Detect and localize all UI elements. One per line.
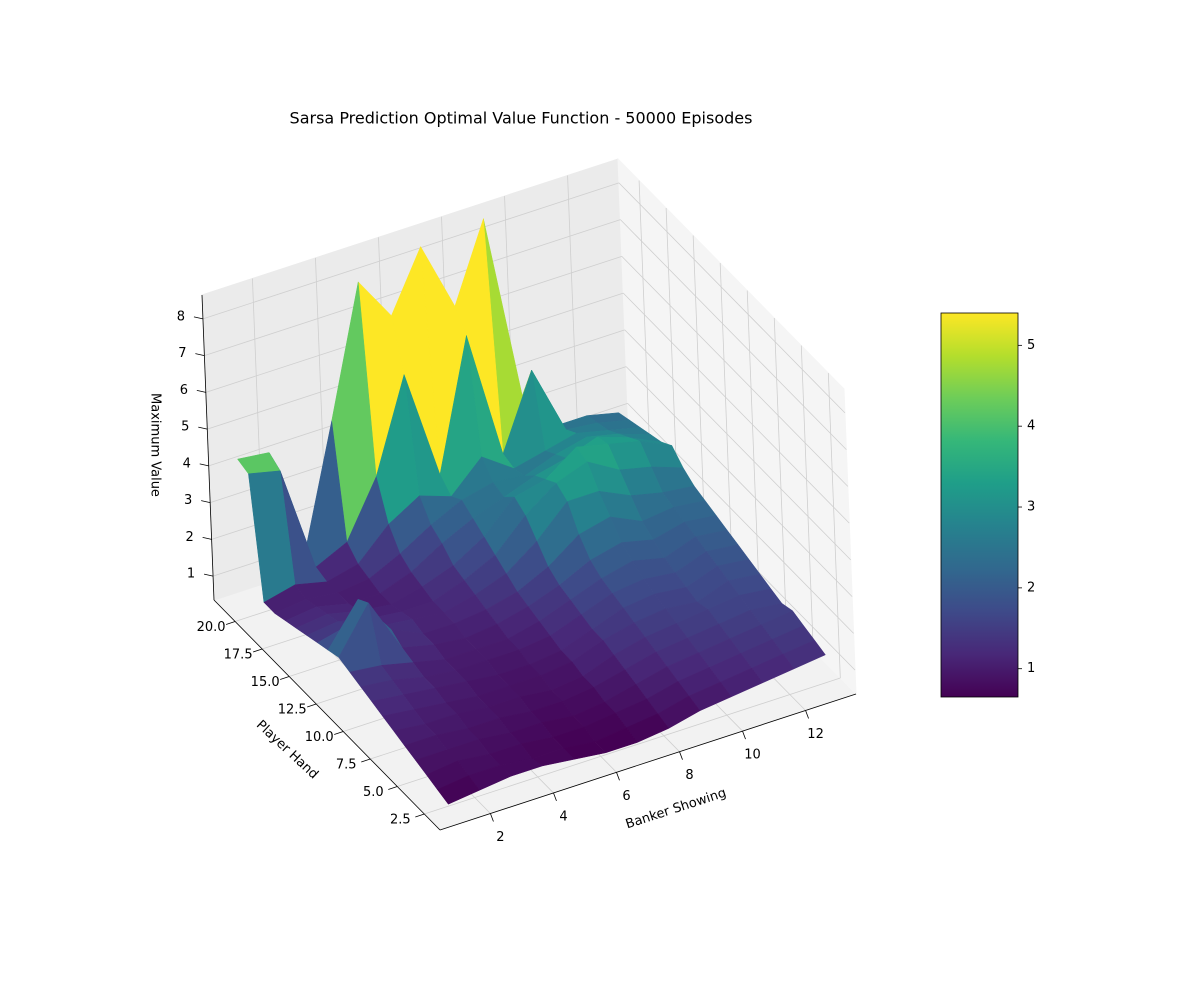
x-axis [439,693,857,831]
tick-mark [225,621,236,625]
x-tick-label: 4 [559,809,567,824]
grid-line [622,292,850,524]
grid-line [827,373,841,679]
tick-mark [201,500,211,504]
tick-mark [490,813,494,822]
tick-mark [198,426,208,430]
tick-mark [202,536,212,540]
tick-mark [616,772,620,781]
tick-mark [334,731,344,735]
tick-mark [679,751,683,760]
y-tick-label: 12.5 [278,702,307,717]
grid-line [746,290,760,596]
tick-mark [193,316,204,320]
z-tick-label: 2 [185,530,193,545]
y-tick-label: 5.0 [363,785,384,800]
surface-face [436,775,480,805]
z-axis [201,294,215,601]
z-tick-label: 6 [180,383,188,398]
z-tick-label: 7 [178,346,186,361]
colorbar [940,312,1019,698]
y-tick-label: 10.0 [305,730,334,745]
tick-mark [195,353,205,357]
tick-mark [307,703,317,708]
z-tick-label: 8 [177,309,185,324]
x-tick-label: 12 [807,727,824,742]
tick-mark [203,573,214,577]
tick-mark [252,648,263,653]
colorbar-tick-label: 1 [1027,661,1035,676]
tick-mark [388,786,398,790]
y-tick-label: 7.5 [336,758,357,773]
tick-mark [553,792,557,802]
grid-line [692,235,706,541]
colorbar-tick-label: 5 [1027,338,1035,353]
z-tick-label: 5 [181,420,189,435]
z-tick-label: 3 [184,493,192,508]
colorbar-tick-label: 2 [1027,580,1035,595]
z-axis-label: Maximum Value [148,393,163,497]
tick-mark [280,676,290,680]
x-tick-label: 6 [622,789,630,804]
chart-title: Sarsa Prediction Optimal Value Function … [290,109,753,128]
x-tick-label: 2 [496,830,504,845]
grid-line [625,366,853,597]
grid-line [621,256,849,487]
tick-mark [199,463,209,467]
grid-line [424,677,841,815]
grid-line [800,345,814,651]
y-tick-label: 2.5 [390,813,411,828]
y-axis-label: Player Hand [253,718,321,783]
z-tick-label: 4 [183,456,191,471]
tick-mark [742,730,746,740]
y-tick-label: 15.0 [251,675,280,690]
x-tick-label: 8 [685,768,693,783]
tick-mark [805,710,809,719]
grid-line [618,182,846,414]
y-tick-label: 20.0 [197,620,226,635]
grid-line [624,329,852,561]
y-tick-label: 17.5 [224,647,253,662]
x-tick-label: 10 [744,748,761,763]
tick-mark [361,758,371,763]
colorbar-tick-label: 4 [1027,419,1035,434]
z-tick-label: 1 [187,567,195,582]
tick-mark [415,813,425,818]
tick-mark [196,389,206,393]
x-axis-label: Banker Showing [624,786,728,833]
grid-line [620,219,847,450]
grid-line [719,262,733,569]
grid-line [627,403,854,634]
grid-line [773,318,787,624]
grid-line [202,182,620,320]
y-axis [213,599,441,831]
colorbar-tick-label: 3 [1027,500,1035,515]
